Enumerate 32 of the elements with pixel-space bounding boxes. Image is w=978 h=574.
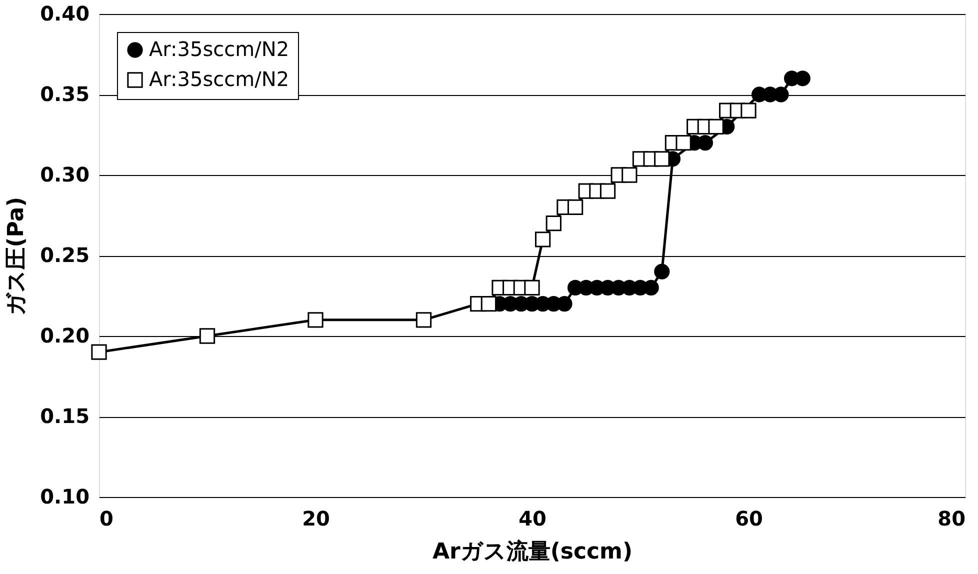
y-tick-label: 0.25 <box>40 243 90 267</box>
y-tick-label: 0.10 <box>40 484 90 508</box>
x-tick-label: 20 <box>302 506 330 530</box>
point <box>524 280 540 296</box>
point <box>676 134 692 151</box>
x-tick-label: 80 <box>938 506 966 530</box>
y-tick-label: 0.35 <box>40 82 90 106</box>
y-tick-label: 0.40 <box>40 2 90 26</box>
point <box>91 344 107 360</box>
point <box>708 118 724 135</box>
point <box>480 296 497 312</box>
point <box>600 183 616 199</box>
point <box>199 328 216 344</box>
x-tick-label: 0 <box>100 506 114 530</box>
y-axis-title: ガス圧(Pa) <box>4 196 30 316</box>
legend-label: Ar:35sccm/N2 <box>149 67 290 91</box>
point <box>654 151 670 167</box>
y-tick-label: 0.15 <box>40 404 90 428</box>
point <box>546 215 562 232</box>
point <box>622 167 638 183</box>
point <box>416 312 432 328</box>
x-axis-title: Arガス流量(sccm) <box>432 538 633 564</box>
legend-label: Ar:35sccm/N2 <box>149 37 290 61</box>
y-tick-label: 0.30 <box>40 162 90 186</box>
point <box>567 199 584 216</box>
point <box>654 264 670 280</box>
x-tick-label: 60 <box>735 506 763 530</box>
point <box>740 102 756 118</box>
point <box>535 232 551 248</box>
point <box>308 312 324 328</box>
x-tick-label: 40 <box>518 506 546 530</box>
y-tick-label: 0.20 <box>40 324 90 348</box>
